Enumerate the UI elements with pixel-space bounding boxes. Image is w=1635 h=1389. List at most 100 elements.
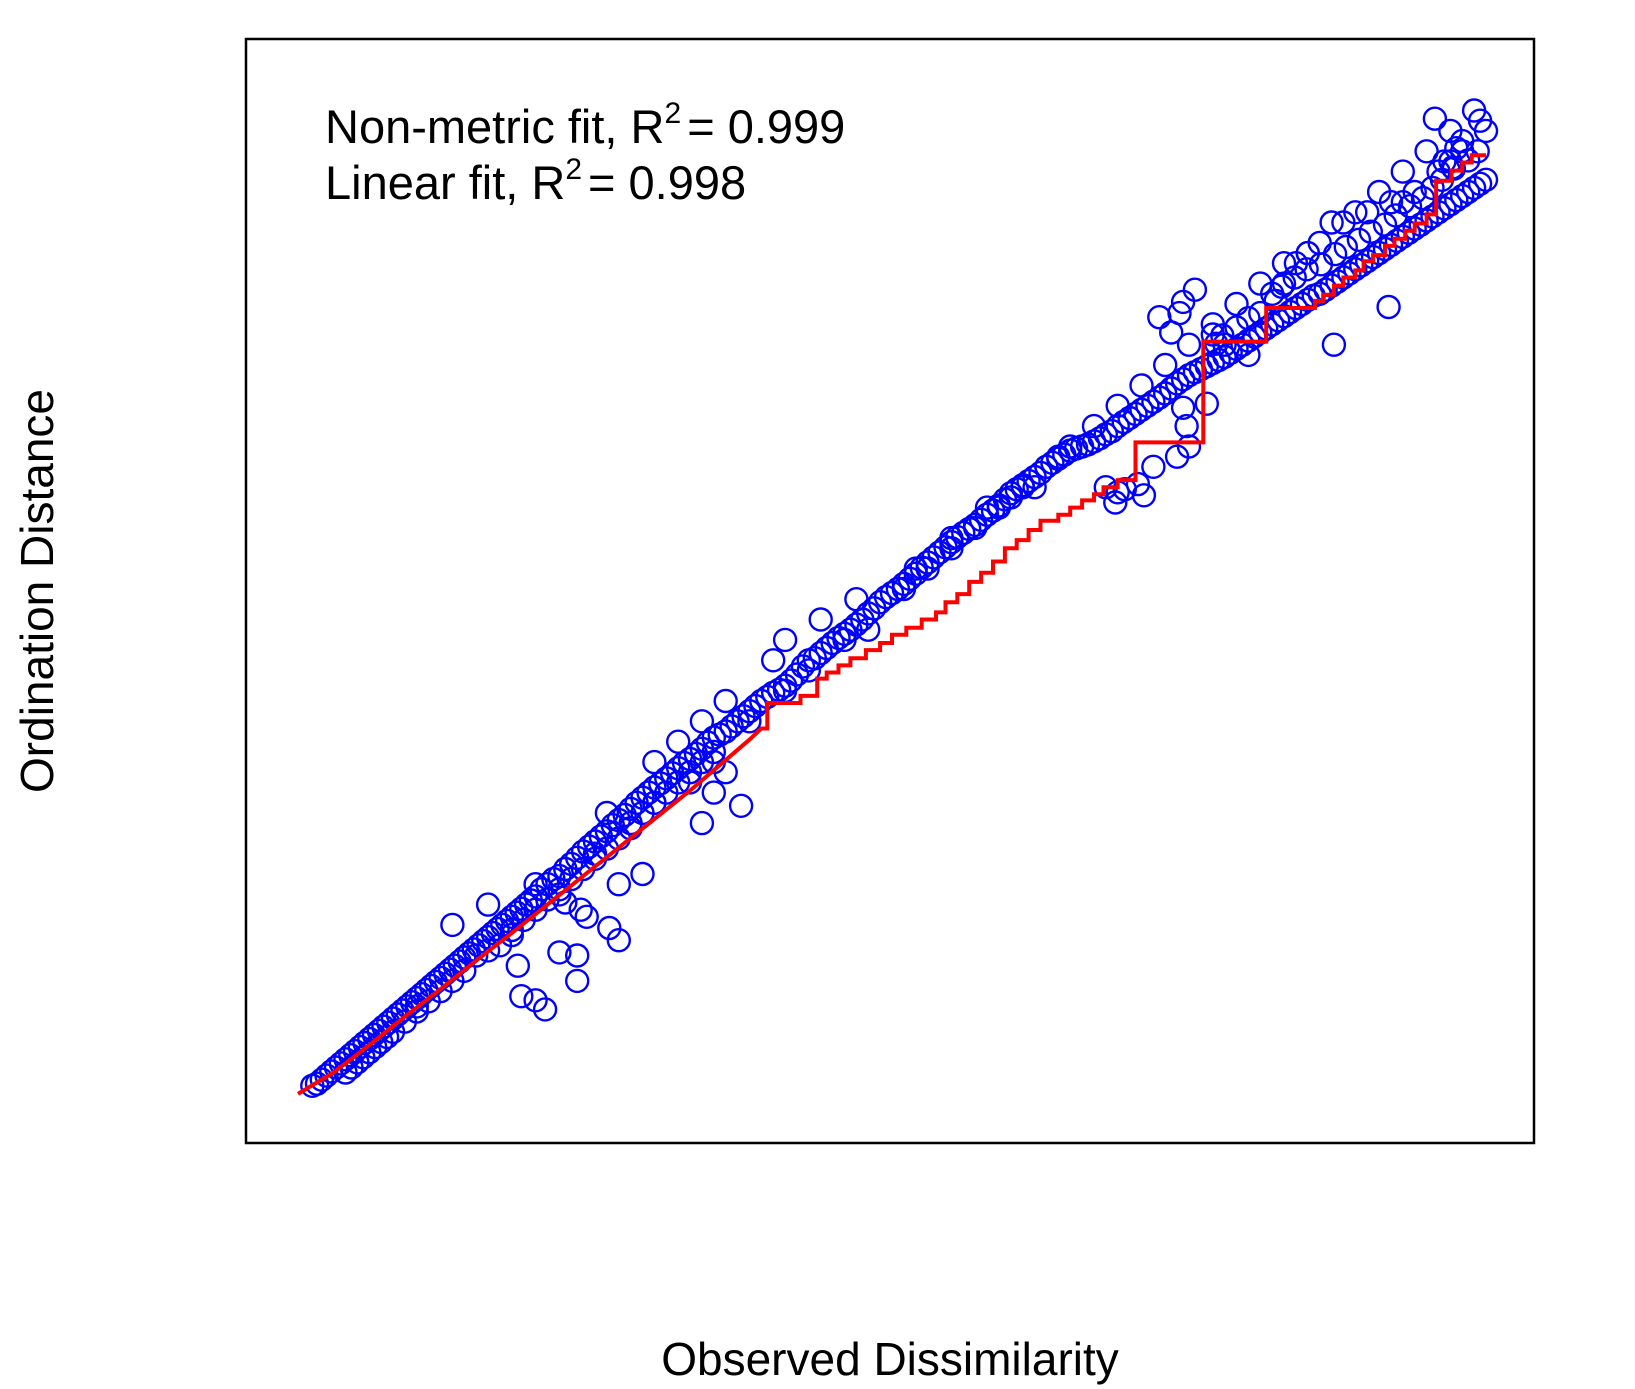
linear-fit-value: = 0.998 (588, 156, 746, 209)
data-point (1467, 171, 1493, 197)
data-point (1141, 454, 1166, 479)
data-point (1402, 216, 1427, 241)
data-point (1147, 305, 1172, 330)
data-point (1383, 203, 1408, 228)
data-point (1125, 471, 1151, 497)
data-point (475, 938, 501, 963)
data-point (1040, 450, 1065, 475)
data-point (1354, 249, 1380, 274)
data-point (565, 968, 590, 994)
data-point (574, 904, 599, 929)
data-point (509, 984, 534, 1009)
data-point (1333, 234, 1359, 260)
data-point (1402, 179, 1427, 205)
data-point (1449, 183, 1475, 209)
nonmetric-fit-step-line (296, 153, 1486, 1096)
data-point (701, 739, 726, 765)
data-point (597, 915, 622, 941)
data-point (974, 495, 1000, 520)
data-point (1087, 426, 1113, 451)
data-point (440, 912, 465, 938)
fit-line-layer (296, 153, 1486, 1096)
data-point (963, 515, 988, 541)
data-point (1105, 413, 1130, 439)
data-point (1282, 265, 1307, 290)
data-point (891, 576, 917, 602)
data-point (1129, 373, 1154, 398)
data-point (606, 872, 631, 897)
x-axis-label: Observed Dissimilarity (661, 1333, 1119, 1385)
y-axis-label: Ordination Distance (11, 389, 63, 793)
data-point (1129, 397, 1154, 422)
data-point (1390, 159, 1416, 184)
data-point (1248, 300, 1273, 326)
data-point (1294, 257, 1319, 282)
data-point (1158, 320, 1184, 345)
data-point (464, 943, 489, 968)
data-point (796, 658, 821, 683)
data-point (761, 648, 786, 673)
data-point (1105, 393, 1130, 418)
data-point (1321, 332, 1347, 357)
data-point (1378, 189, 1404, 215)
data-point (1103, 490, 1128, 515)
nonmetric-fit-annotation: Non-metric fit, R2 = 0.999 (325, 97, 845, 153)
data-point (1176, 332, 1202, 357)
data-point (1081, 413, 1107, 439)
data-point (1319, 210, 1344, 235)
data-point (1397, 193, 1423, 219)
linear-fit-prefix: Linear fit, R (325, 156, 565, 209)
data-point (1046, 444, 1071, 469)
data-point (666, 729, 691, 754)
data-point (1164, 371, 1190, 396)
linear-fit-annotation: Linear fit, R2 = 0.998 (325, 153, 746, 209)
data-point (1384, 228, 1410, 254)
data-point (1372, 236, 1398, 262)
data-point (903, 556, 928, 581)
data-point (642, 749, 667, 775)
data-point (1376, 294, 1401, 320)
data-point (1473, 167, 1499, 193)
nonmetric-fit-superscript: 2 (665, 97, 682, 130)
data-point (689, 810, 715, 836)
data-point (1444, 135, 1469, 161)
data-point (1016, 468, 1041, 494)
data-point (532, 997, 558, 1022)
data-point (772, 627, 798, 653)
data-point (1444, 187, 1469, 213)
data-point (915, 556, 940, 581)
data-point (1174, 413, 1199, 439)
data-point (594, 800, 620, 826)
data-point (939, 525, 964, 551)
data-point (1236, 342, 1261, 368)
data-point (808, 607, 833, 632)
data-point (1210, 323, 1235, 348)
linear-fit-superscript: 2 (565, 153, 582, 186)
data-point (1467, 108, 1493, 133)
data-point (523, 872, 548, 897)
nonmetric-fit-value: = 0.999 (687, 100, 845, 153)
data-point (728, 793, 754, 818)
data-point (1182, 277, 1208, 302)
data-point (523, 988, 548, 1013)
data-point (844, 587, 869, 612)
data-point (1396, 220, 1422, 245)
data-point (951, 520, 976, 546)
data-point (1426, 200, 1451, 225)
data-point (1358, 219, 1384, 244)
data-point (1170, 367, 1196, 392)
data-point (606, 928, 631, 953)
data-point (565, 943, 590, 968)
data-point (1354, 200, 1380, 225)
data-point (1152, 352, 1178, 378)
data-point (790, 654, 816, 679)
data-point (998, 485, 1023, 510)
data-point (1263, 288, 1288, 314)
data-point (1325, 269, 1350, 294)
data-point (701, 780, 726, 805)
data-point (1224, 291, 1249, 317)
data-point (630, 861, 655, 887)
data-point (1313, 277, 1338, 302)
data-point (1390, 224, 1416, 250)
